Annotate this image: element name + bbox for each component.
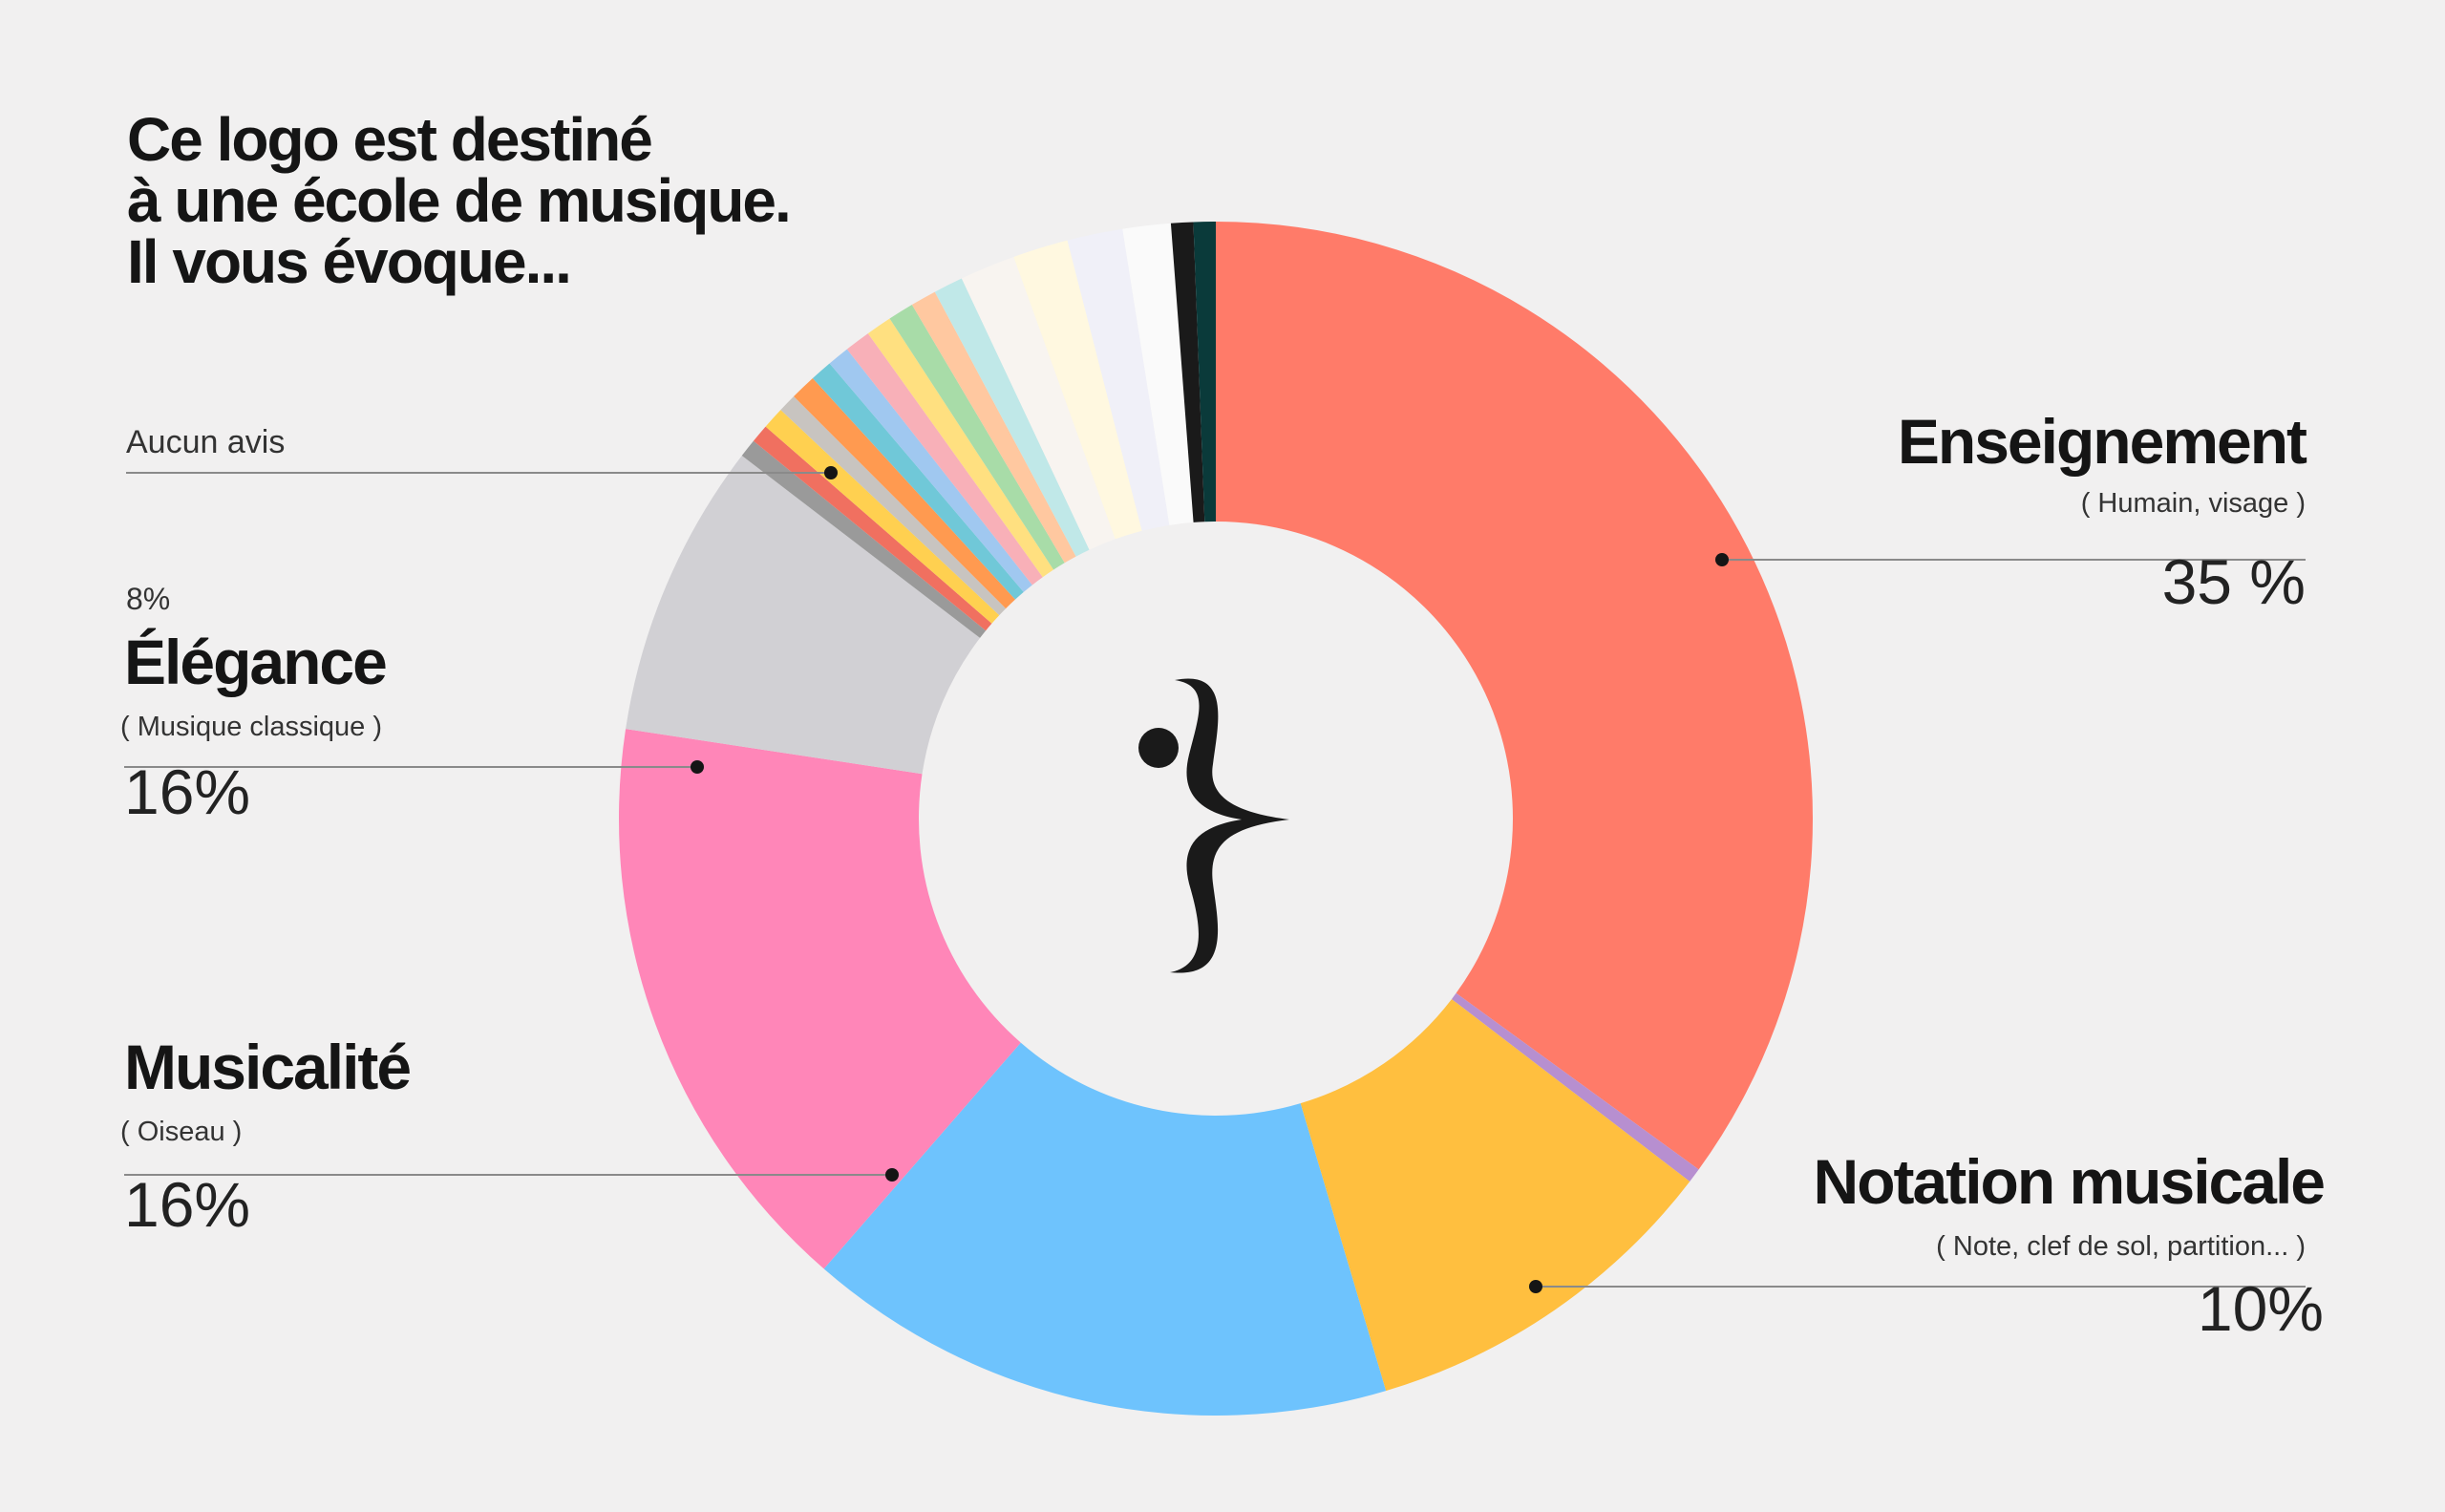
slice — [846, 333, 1043, 586]
slice — [812, 363, 1024, 600]
category-label: Notation musicale — [1814, 1146, 2325, 1217]
leader-dot — [691, 760, 704, 774]
logo — [1138, 678, 1289, 973]
slice — [741, 440, 987, 638]
slice — [618, 729, 1021, 1269]
slice — [1193, 222, 1216, 522]
value-label: 16% — [124, 756, 250, 827]
slice — [823, 1042, 1387, 1416]
slice — [1067, 228, 1170, 531]
slice — [626, 456, 981, 775]
slice — [934, 278, 1090, 557]
value-label: 8% — [126, 582, 170, 616]
category-description: ( Oiseau ) — [120, 1117, 242, 1147]
slice — [829, 349, 1032, 592]
value-label: 10% — [2198, 1273, 2324, 1344]
chart-title: Il vous évoque... — [127, 227, 570, 296]
leader-dot — [885, 1168, 899, 1182]
donut — [618, 222, 1813, 1416]
slice — [1013, 240, 1142, 540]
value-label: 35 % — [2162, 546, 2306, 617]
category-description: ( Note, clef de sol, partition... ) — [1936, 1231, 2306, 1262]
category-label: Aucun avis — [126, 424, 285, 460]
slice — [961, 256, 1116, 550]
slice — [1300, 999, 1690, 1392]
category-label: Élégance — [124, 627, 386, 697]
category-description: ( Musique classique ) — [120, 712, 382, 742]
value-label: 16% — [124, 1169, 250, 1240]
leader-dot — [1715, 553, 1729, 566]
category-label: Enseignement — [1898, 406, 2307, 477]
leader-dot — [824, 466, 838, 479]
chart-title: Ce logo est destiné — [127, 105, 651, 174]
slice — [867, 318, 1054, 578]
slice — [1122, 223, 1194, 525]
chart-title: à une école de musique. — [127, 166, 790, 235]
slice — [794, 378, 1015, 609]
slice — [911, 291, 1076, 564]
category-description: ( Humain, visage ) — [2081, 488, 2306, 519]
slice — [889, 305, 1065, 570]
slice — [780, 396, 1007, 616]
slice — [765, 410, 1000, 624]
slice — [1216, 222, 1813, 1170]
category-label: Musicalité — [124, 1032, 410, 1102]
slice — [1451, 992, 1699, 1182]
slice — [753, 426, 992, 631]
labels: Enseignement ( Humain, visage ) 35 % Notati… — [120, 406, 2326, 1344]
slice — [1170, 222, 1205, 522]
leader-dot — [1529, 1280, 1542, 1293]
